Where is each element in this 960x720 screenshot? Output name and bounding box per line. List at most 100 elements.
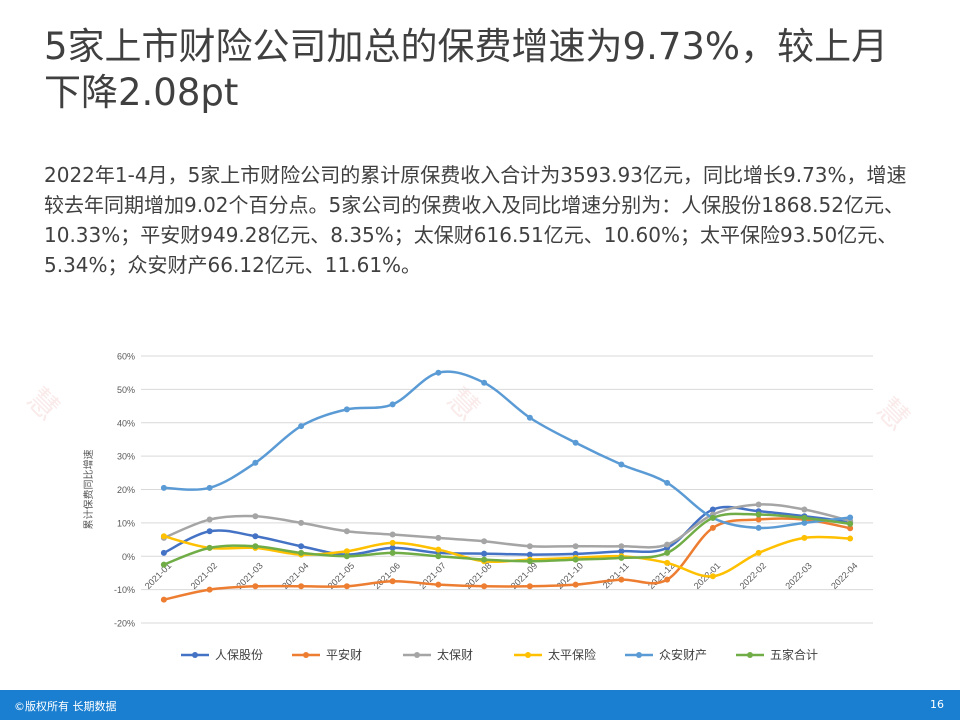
data-point bbox=[252, 543, 259, 550]
data-point bbox=[252, 533, 259, 540]
y-tick-label: 60% bbox=[117, 352, 135, 362]
y-tick-label: 20% bbox=[117, 485, 135, 495]
data-point bbox=[206, 516, 213, 523]
data-point bbox=[801, 506, 808, 513]
chart-svg: -20% -10% 0% 10% 20% 30% 40% 50% 60% 累计保费同比增速 2021… bbox=[82, 352, 873, 662]
series-line-太保财 bbox=[163, 503, 851, 549]
data-point bbox=[618, 543, 625, 550]
data-point bbox=[801, 514, 808, 521]
data-point bbox=[389, 578, 396, 585]
footer-bar: ©版权所有 长期数据 16 bbox=[0, 690, 960, 720]
y-axis-title: 累计保费同比增速 bbox=[82, 450, 95, 530]
data-point bbox=[343, 583, 350, 590]
data-point bbox=[572, 581, 579, 588]
slide-title: 5家上市财险公司加总的保费增速为9.73%，较上月下降2.08pt bbox=[44, 25, 889, 114]
slide-body-text: 2022年1-4月，5家上市财险公司的累计原保费收入合计为3593.93亿元，同… bbox=[44, 163, 907, 277]
data-point bbox=[389, 401, 396, 408]
data-point bbox=[801, 519, 808, 526]
data-point bbox=[481, 583, 488, 590]
data-point bbox=[435, 546, 442, 553]
data-point bbox=[252, 583, 259, 590]
data-point bbox=[801, 534, 808, 541]
y-tick-label: -20% bbox=[114, 619, 135, 629]
y-tick-label: 0% bbox=[122, 552, 135, 562]
data-point bbox=[252, 459, 259, 466]
data-point bbox=[435, 369, 442, 376]
legend-marker bbox=[636, 652, 642, 658]
data-point bbox=[298, 583, 305, 590]
data-point bbox=[664, 479, 671, 486]
data-point bbox=[709, 573, 716, 580]
x-tick-label: 2021-11 bbox=[601, 561, 631, 591]
x-tick-label: 2022-04 bbox=[829, 561, 859, 591]
data-point bbox=[847, 514, 854, 521]
data-point bbox=[664, 541, 671, 548]
watermark-glyph: 慧 bbox=[19, 381, 66, 428]
legend-marker bbox=[525, 652, 531, 658]
data-point bbox=[343, 553, 350, 560]
data-point bbox=[435, 553, 442, 560]
data-point bbox=[160, 533, 167, 540]
data-point bbox=[252, 513, 259, 520]
data-point bbox=[435, 534, 442, 541]
line-chart: -20% -10% 0% 10% 20% 30% 40% 50% 60% 累计保费同比增速 2021… bbox=[68, 340, 888, 680]
data-point bbox=[664, 559, 671, 566]
data-point bbox=[343, 406, 350, 413]
legend-marker bbox=[303, 652, 309, 658]
data-point bbox=[298, 519, 305, 526]
data-point bbox=[664, 576, 671, 583]
data-point bbox=[526, 583, 533, 590]
data-point bbox=[389, 531, 396, 538]
x-tick-label: 2022-03 bbox=[783, 561, 813, 591]
data-point bbox=[618, 554, 625, 561]
series-line-众安财产 bbox=[163, 370, 851, 530]
legend-marker bbox=[747, 652, 753, 658]
data-point bbox=[160, 549, 167, 556]
data-point bbox=[755, 516, 762, 523]
data-point bbox=[298, 549, 305, 556]
data-point bbox=[847, 535, 854, 542]
legend-marker bbox=[192, 652, 198, 658]
data-point bbox=[160, 561, 167, 568]
data-point bbox=[526, 543, 533, 550]
data-point bbox=[526, 414, 533, 421]
data-point bbox=[755, 549, 762, 556]
data-point bbox=[160, 484, 167, 491]
data-point bbox=[709, 524, 716, 531]
legend-label: 太保财 bbox=[437, 647, 473, 662]
data-point bbox=[481, 379, 488, 386]
data-point bbox=[526, 558, 533, 565]
footer-copyright: ©版权所有 长期数据 bbox=[14, 700, 117, 713]
data-point bbox=[481, 550, 488, 557]
data-point bbox=[343, 528, 350, 535]
legend-label: 众安财产 bbox=[659, 647, 707, 662]
x-tick-label: 2022-02 bbox=[738, 561, 768, 591]
legend-label: 人保股份 bbox=[215, 648, 263, 662]
data-point bbox=[572, 556, 579, 563]
data-point bbox=[847, 520, 854, 527]
data-point bbox=[343, 548, 350, 555]
data-point bbox=[664, 549, 671, 556]
x-tick-label: 2021-07 bbox=[417, 561, 447, 591]
data-point bbox=[389, 539, 396, 546]
legend-label: 五家合计 bbox=[770, 647, 818, 662]
data-point bbox=[709, 514, 716, 521]
data-point bbox=[206, 528, 213, 535]
data-point bbox=[618, 461, 625, 468]
data-point bbox=[481, 538, 488, 545]
data-point bbox=[572, 543, 579, 550]
series-line-平安财 bbox=[163, 517, 851, 601]
data-point bbox=[206, 484, 213, 491]
data-point bbox=[755, 511, 762, 518]
legend-label: 太平保险 bbox=[548, 647, 596, 662]
series-line-五家合计 bbox=[163, 512, 851, 566]
data-point bbox=[618, 548, 625, 555]
y-tick-label: 10% bbox=[117, 518, 135, 528]
x-tick-label: 2021-02 bbox=[189, 561, 219, 591]
data-point bbox=[618, 576, 625, 583]
data-point bbox=[572, 439, 579, 446]
y-tick-label: 50% bbox=[117, 385, 135, 395]
y-tick-label: -10% bbox=[114, 585, 135, 595]
data-point bbox=[709, 506, 716, 513]
data-point bbox=[755, 501, 762, 508]
